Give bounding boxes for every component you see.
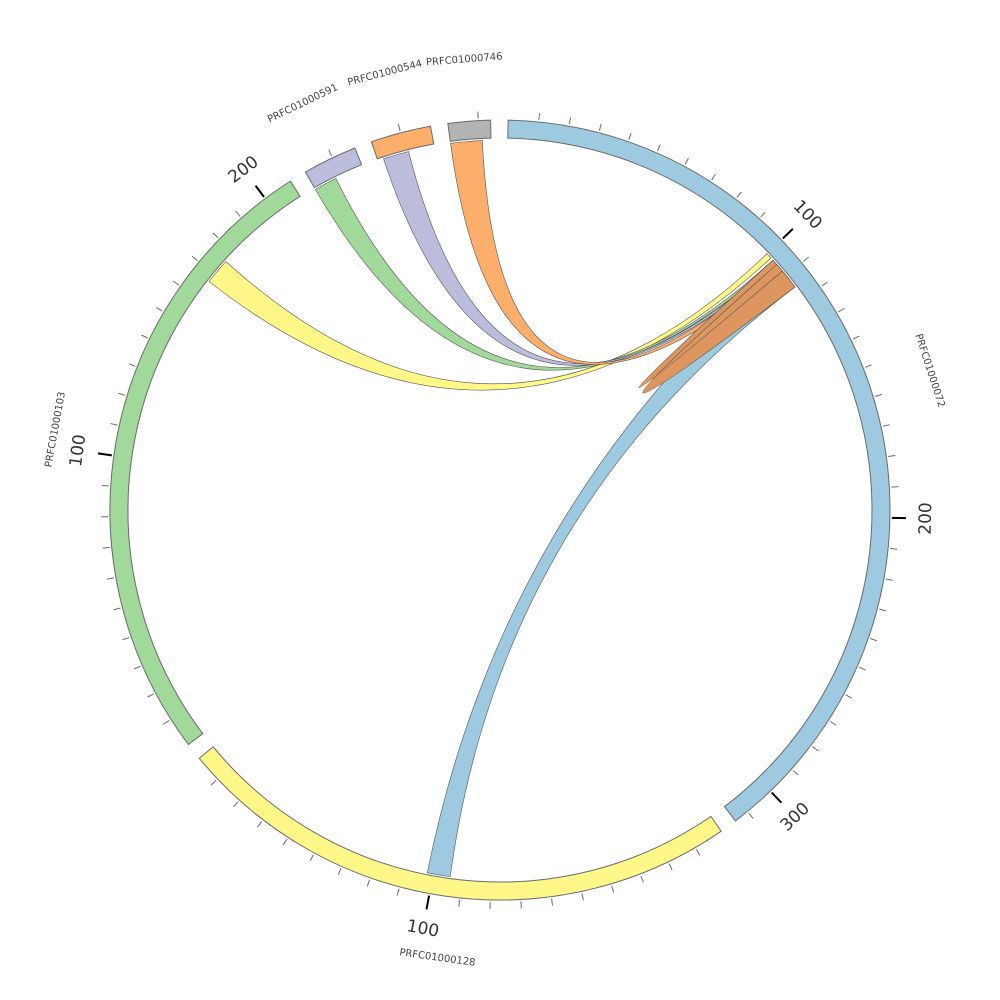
link-s72-s591 bbox=[314, 177, 776, 371]
major-tick bbox=[97, 452, 112, 457]
minor-tick bbox=[668, 863, 673, 871]
minor-tick bbox=[628, 132, 632, 140]
minor-tick bbox=[366, 879, 371, 887]
minor-tick bbox=[191, 255, 198, 262]
minor-tick bbox=[792, 770, 799, 776]
tick-label: 200 bbox=[916, 502, 937, 535]
minor-tick bbox=[133, 665, 141, 670]
minor-tick bbox=[870, 638, 878, 642]
minor-tick bbox=[885, 578, 893, 581]
minor-tick bbox=[155, 307, 163, 312]
minor-tick bbox=[141, 334, 148, 339]
minor-tick bbox=[852, 335, 860, 340]
tick-label: 100 bbox=[66, 433, 90, 468]
minor-tick bbox=[882, 424, 890, 427]
minor-tick bbox=[581, 893, 584, 901]
segment-label-s746: PRFC01000746 bbox=[426, 51, 503, 68]
segments-layer bbox=[109, 119, 891, 901]
minor-tick bbox=[212, 232, 219, 239]
major-tick bbox=[254, 185, 265, 198]
minor-tick bbox=[328, 149, 333, 157]
link-s72-s72 bbox=[638, 259, 796, 394]
tick-label: 100 bbox=[405, 916, 441, 942]
minor-tick bbox=[760, 211, 766, 218]
minor-tick bbox=[748, 812, 754, 819]
minor-tick bbox=[838, 308, 845, 313]
minor-tick bbox=[458, 899, 460, 907]
segment-s72 bbox=[507, 119, 891, 822]
major-tick bbox=[782, 228, 794, 240]
minor-tick bbox=[611, 885, 615, 893]
major-tick bbox=[425, 895, 431, 910]
minor-tick bbox=[235, 210, 241, 217]
minor-tick bbox=[695, 849, 701, 856]
minor-tick bbox=[233, 801, 239, 808]
tick-label: 100 bbox=[789, 196, 826, 233]
minor-tick bbox=[821, 281, 828, 287]
minor-tick bbox=[551, 898, 554, 906]
minor-tick bbox=[172, 280, 180, 286]
segment-s591 bbox=[304, 147, 363, 189]
tick-label: 200 bbox=[225, 152, 263, 188]
minor-tick bbox=[337, 868, 342, 875]
minor-tick bbox=[118, 392, 126, 396]
minor-tick bbox=[711, 173, 716, 181]
minor-tick bbox=[122, 636, 130, 641]
minor-tick bbox=[858, 666, 866, 671]
tick-label: 300 bbox=[777, 799, 814, 836]
link-s72-s128 bbox=[426, 266, 796, 877]
segment-label-s544: PRFC01000544 bbox=[347, 58, 424, 88]
minor-tick bbox=[802, 256, 809, 262]
minor-tick bbox=[845, 694, 853, 699]
minor-tick bbox=[102, 546, 110, 549]
minor-tick bbox=[875, 393, 883, 397]
minor-tick bbox=[656, 144, 661, 152]
segment-s746 bbox=[447, 119, 492, 142]
minor-tick bbox=[210, 779, 217, 786]
ticks-layer bbox=[97, 111, 906, 910]
minor-tick bbox=[640, 875, 644, 883]
minor-tick bbox=[113, 607, 121, 611]
minor-tick bbox=[829, 720, 837, 726]
segment-s544 bbox=[370, 125, 435, 160]
minor-tick bbox=[396, 888, 400, 896]
segment-s128 bbox=[198, 746, 722, 901]
minor-tick bbox=[684, 158, 689, 165]
minor-tick bbox=[812, 746, 819, 752]
minor-tick bbox=[309, 854, 314, 862]
labels-layer: 100 200 300 PRFC01000072 100 PRFC01000128 100 2… bbox=[43, 51, 946, 968]
minor-tick bbox=[163, 720, 170, 725]
segment-label-s72: PRFC01000072 bbox=[912, 333, 946, 409]
minor-tick bbox=[106, 577, 115, 580]
minor-tick bbox=[110, 423, 118, 426]
segment-label-s103: PRFC01000103 bbox=[43, 391, 67, 468]
segment-s103 bbox=[109, 180, 301, 746]
minor-tick bbox=[128, 363, 136, 367]
minor-tick bbox=[147, 693, 155, 698]
links-layer bbox=[208, 140, 796, 877]
minor-tick bbox=[397, 124, 401, 132]
major-tick bbox=[770, 791, 783, 804]
minor-tick bbox=[890, 548, 898, 550]
minor-tick bbox=[598, 123, 602, 131]
minor-tick bbox=[736, 191, 742, 198]
link-s72-s103 bbox=[208, 253, 772, 391]
minor-tick bbox=[282, 838, 288, 846]
minor-tick bbox=[888, 455, 896, 457]
segment-label-s591: PRFC01000591 bbox=[266, 82, 340, 125]
minor-tick bbox=[257, 821, 263, 828]
minor-tick bbox=[864, 364, 872, 368]
minor-tick bbox=[568, 117, 572, 125]
minor-tick bbox=[879, 608, 887, 612]
segment-label-s128: PRFC01000128 bbox=[399, 947, 476, 968]
minor-tick bbox=[538, 112, 541, 120]
